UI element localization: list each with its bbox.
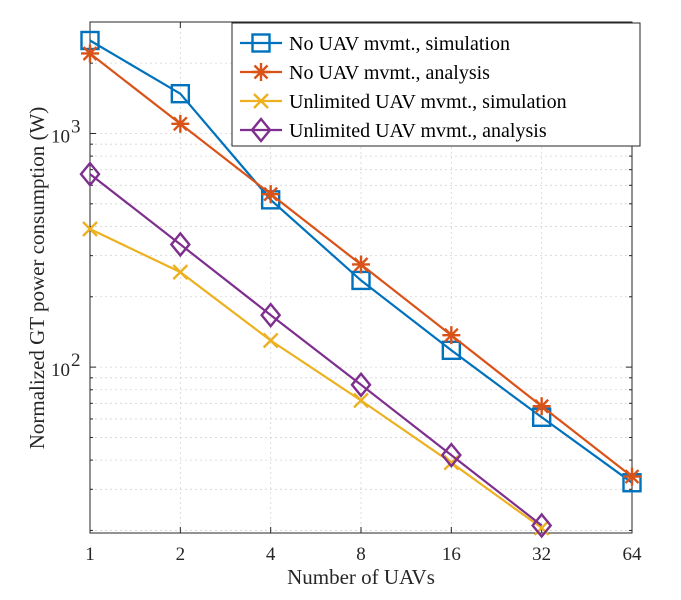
legend-entry: Unlimited UAV mvmt., simulation (240, 91, 567, 113)
diamond-marker (260, 302, 282, 328)
x-marker-stroke (353, 392, 369, 409)
y-tick-label-exponent: 2 (71, 350, 81, 371)
asterisk-marker (623, 467, 641, 486)
x-marker-stroke (82, 221, 98, 237)
x-tick-label: 8 (356, 544, 366, 565)
x-tick-label: 64 (623, 544, 643, 565)
asterisk-marker (252, 63, 270, 81)
series-line (89, 173, 543, 527)
asterisk-marker (171, 114, 190, 133)
diamond-marker (350, 371, 372, 398)
asterisk-marker (81, 44, 99, 63)
x-marker (353, 392, 369, 409)
x-marker (262, 332, 279, 349)
x-tick-label: 16 (442, 544, 461, 565)
y-tick-label-exponent: 3 (71, 116, 81, 137)
legend-label: No UAV mvmt., analysis (289, 62, 490, 84)
asterisk-marker-stroke (172, 116, 188, 132)
series-x (82, 221, 550, 536)
x-tick-label: 32 (532, 544, 551, 565)
x-marker-stroke (262, 332, 279, 349)
asterisk-marker-stroke (443, 327, 459, 343)
diamond-marker (531, 512, 553, 539)
asterisk-marker-stroke (253, 64, 269, 80)
legend-label: No UAV mvmt., simulation (289, 33, 510, 55)
legend-entry: Unlimited UAV mvmt., analysis (240, 117, 547, 143)
asterisk-marker-stroke (534, 398, 550, 414)
x-tick-labels: 1 2 4 8 16 32 64 (85, 544, 642, 565)
y-axis-label: Normalized GT power consumption (W) (25, 107, 49, 450)
legend: No UAV mvmt., simulation No UAV mvmt., an… (231, 22, 641, 147)
y-tick-label: 10 3 (51, 116, 81, 147)
diamond-marker (79, 161, 101, 188)
x-tick-label: 4 (266, 544, 276, 565)
asterisk-marker (261, 185, 280, 204)
diamond-marker (169, 231, 191, 258)
series-line (89, 39, 633, 484)
asterisk-marker-stroke (624, 469, 640, 484)
x-marker (82, 221, 98, 237)
y-tick-label-base: 10 (51, 126, 70, 147)
asterisk-marker-stroke (263, 186, 279, 202)
x-marker (253, 93, 269, 109)
legend-label: Unlimited UAV mvmt., analysis (289, 120, 547, 142)
square-marker (170, 83, 191, 104)
legend-entry: No UAV mvmt., analysis (240, 62, 490, 84)
asterisk-marker (532, 397, 551, 416)
asterisk-marker (352, 255, 370, 274)
legend-label: Unlimited UAV mvmt., simulation (289, 91, 567, 113)
x-marker-stroke (172, 264, 189, 280)
diamond-marker (250, 117, 272, 143)
x-tick-label: 1 (85, 544, 95, 565)
series-line (89, 228, 543, 529)
legend-box (231, 22, 641, 147)
x-marker-stroke (253, 93, 269, 109)
y-tick-label: 10 2 (51, 350, 81, 381)
legend-entry: No UAV mvmt., simulation (240, 33, 510, 55)
series-asterisk (81, 44, 641, 486)
asterisk-marker-stroke (82, 46, 98, 61)
y-tick-label-base: 10 (51, 360, 70, 381)
square-marker (251, 33, 271, 53)
asterisk-marker-stroke (353, 257, 369, 272)
diamond-marker (440, 442, 462, 469)
x-marker (172, 264, 189, 280)
x-axis-label: Number of UAVs (287, 565, 435, 589)
asterisk-marker (442, 326, 461, 345)
x-tick-label: 2 (176, 544, 186, 565)
series (79, 30, 642, 539)
series-diamond (79, 161, 553, 539)
